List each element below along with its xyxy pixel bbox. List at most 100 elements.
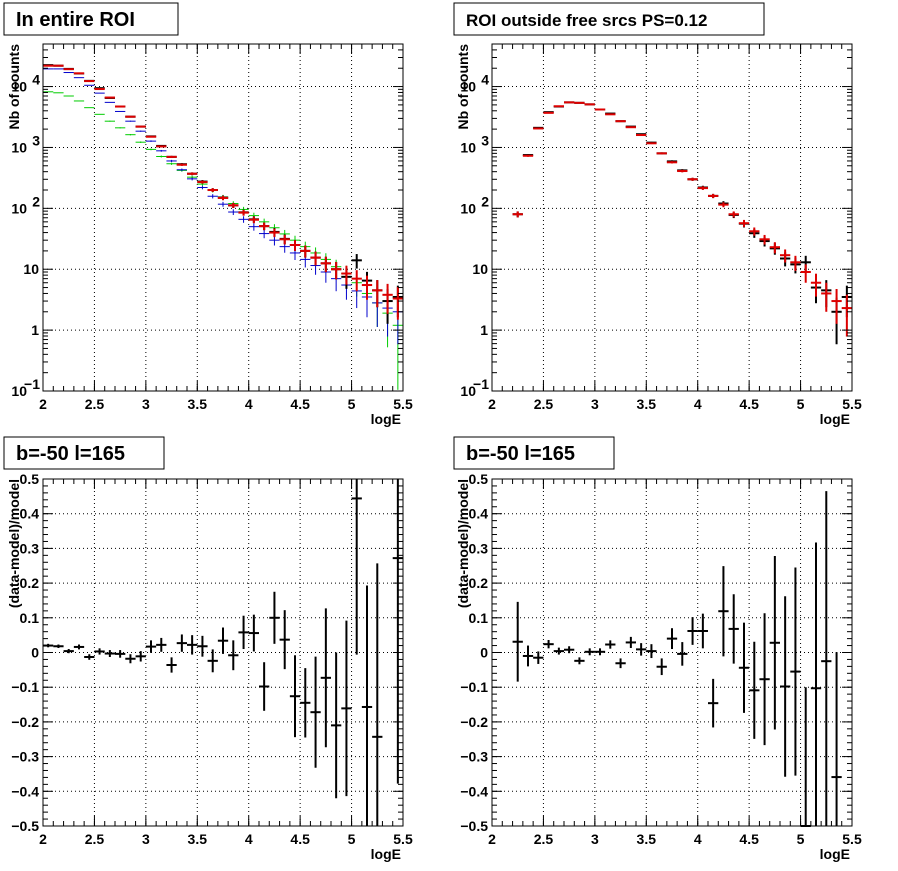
data-point	[769, 556, 780, 730]
y-tick-label: 10	[460, 383, 476, 399]
data-point	[564, 646, 575, 654]
data-point	[238, 216, 249, 223]
x-tick-label: 3.5	[637, 396, 657, 412]
x-tick-label: 4.5	[290, 396, 310, 412]
data-point	[780, 249, 791, 263]
data-points	[43, 64, 403, 390]
y-tick-label: 10	[460, 79, 476, 95]
axis-ticks: 2 2.5 3 3.5 4 4.5 5 5.5 −0.5 −0.4 −0.3 −0.2 −0.1 0 0.1…	[11, 471, 413, 847]
data-point	[361, 275, 373, 300]
data-point	[176, 634, 187, 652]
data-point	[135, 141, 146, 143]
data-point	[125, 120, 136, 122]
data-point	[687, 617, 698, 645]
x-tick-label: 3.5	[188, 396, 208, 412]
data-point	[615, 658, 626, 669]
data-point	[800, 264, 811, 283]
y-tick-exponent: 2	[481, 193, 489, 209]
data-point	[104, 650, 115, 658]
data-point	[831, 652, 842, 826]
data-point	[269, 228, 280, 238]
data-point	[821, 282, 832, 312]
data-point	[666, 628, 678, 650]
data-point	[790, 567, 801, 776]
x-tick-label: 5.5	[393, 396, 413, 412]
data-point	[821, 491, 832, 826]
data-point	[166, 162, 177, 165]
y-tick-label: −0.2	[11, 714, 39, 730]
y-tick-label: −0.2	[460, 714, 488, 730]
y-tick-exponent: −1	[473, 376, 489, 392]
data-point	[759, 613, 770, 746]
data-point	[331, 652, 342, 799]
data-point	[84, 654, 95, 660]
data-point	[217, 627, 229, 654]
data-point	[125, 134, 136, 136]
data-point	[53, 644, 64, 648]
data-point	[625, 636, 636, 648]
y-tick-label: 0.2	[469, 575, 489, 591]
pad-title: b=-50 l=165	[3, 436, 165, 470]
data-point	[790, 255, 801, 271]
data-point	[512, 211, 523, 218]
x-axis-title: logE	[820, 846, 850, 862]
x-tick-label: 4.5	[290, 831, 310, 847]
data-point	[125, 654, 136, 664]
data-point	[677, 642, 688, 666]
data-point	[156, 149, 167, 152]
y-tick-label: −0.3	[460, 749, 488, 765]
data-point	[115, 650, 126, 658]
y-tick-label: −0.4	[460, 783, 488, 799]
x-tick-label: 2.5	[534, 396, 554, 412]
data-point	[697, 186, 708, 190]
panel-residuals-right: 2 2.5 3 3.5 4 4.5 5 5.5 −0.5 −0.4 −0.3 −0.2 −0.1 0 0.1…	[453, 436, 862, 862]
data-point	[269, 235, 280, 246]
data-point	[217, 195, 229, 201]
x-tick-label: 5	[797, 831, 805, 847]
x-tick-label: 3.5	[188, 831, 208, 847]
y-tick-exponent: 3	[481, 132, 489, 148]
data-point	[197, 185, 208, 190]
data-point	[135, 125, 146, 128]
data-point	[351, 479, 362, 655]
data-point	[176, 168, 187, 172]
data-point	[728, 211, 739, 218]
y-tick-label: 0.3	[469, 540, 489, 556]
x-tick-label: 2	[488, 396, 496, 412]
pad-title: In entire ROI	[3, 2, 179, 36]
x-tick-label: 3	[142, 396, 150, 412]
data-point	[310, 251, 321, 266]
data-point	[646, 142, 657, 145]
y-tick-label: 10	[23, 261, 39, 277]
data-point	[718, 566, 729, 657]
data-point	[656, 152, 667, 155]
data-point	[320, 256, 331, 273]
data-point	[382, 283, 393, 314]
data-point	[738, 622, 750, 713]
data-point	[831, 289, 842, 324]
data-point	[594, 648, 606, 656]
pad-title-text: b=-50 l=165	[466, 443, 575, 465]
data-point	[341, 265, 352, 285]
data-point	[156, 637, 167, 652]
data-point	[279, 234, 290, 245]
x-tick-label: 4.5	[739, 396, 759, 412]
x-tick-label: 5.5	[842, 396, 862, 412]
y-tick-label: 10	[11, 139, 27, 155]
data-point	[392, 286, 403, 320]
grid	[492, 44, 852, 391]
data-point	[718, 202, 729, 208]
data-point	[228, 202, 239, 208]
data-point	[289, 240, 301, 251]
y-tick-label: −0.5	[460, 818, 488, 834]
x-tick-label: 2	[39, 396, 47, 412]
x-tick-label: 5	[348, 831, 356, 847]
y-axis-title: (data-model)/model	[455, 479, 471, 608]
data-point	[584, 648, 595, 656]
data-point	[728, 594, 739, 664]
grid	[43, 44, 403, 391]
x-tick-label: 5.5	[842, 831, 862, 847]
y-axis-title: Nb of counts	[455, 44, 471, 130]
data-points	[43, 479, 403, 826]
